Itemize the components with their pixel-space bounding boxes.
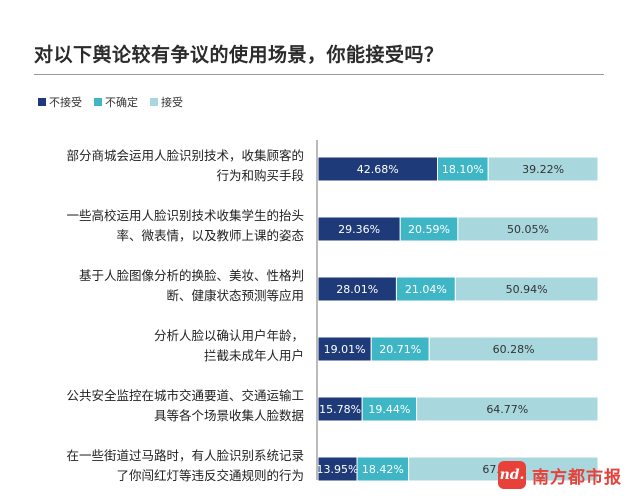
- legend-label-unsure: 不确定: [105, 96, 138, 109]
- data-label-accept: 50.05%: [507, 223, 549, 236]
- data-label-unsure: 19.44%: [368, 403, 410, 416]
- legend-item-accept: 接受: [150, 94, 183, 110]
- bar-unsure: [356, 456, 410, 482]
- data-label-accept: 39.22%: [522, 163, 564, 176]
- category-label: 在一些街道过马路时，有人脸识别系统记录了你闯红灯等违反交通规则的行为: [34, 446, 304, 486]
- legend: 不接受 不确定 接受: [38, 94, 183, 110]
- category-label-line: 分析人脸以确认用户年龄，: [153, 328, 304, 343]
- data-label-unsure: 18.10%: [442, 163, 484, 176]
- newspaper-logo: nd. 南方都市报: [498, 461, 622, 489]
- category-label-line: 拦截未成年人用户: [203, 348, 304, 363]
- bar-reject: [317, 276, 397, 302]
- category-label-line: 部分商城会运用人脸识别技术，收集顾客的: [66, 148, 304, 163]
- legend-item-unsure: 不确定: [94, 94, 138, 110]
- data-label-reject: 19.01%: [324, 343, 366, 356]
- category-label: 分析人脸以确认用户年龄， 拦截未成年人用户: [34, 326, 304, 366]
- category-label-line: 了你闯红灯等违反交通规则的行为: [116, 468, 304, 483]
- category-label-line: 一些高校运用人脸识别技术收集学生的抬头: [66, 208, 304, 223]
- bar-accept: [457, 216, 599, 242]
- title-divider: [34, 74, 604, 75]
- category-label-line: 公共安全监控在城市交通要道、交通运输工: [66, 388, 304, 403]
- data-label-reject: 13.95%: [317, 463, 359, 476]
- data-label-reject: 28.01%: [336, 283, 378, 296]
- category-label-line: 率、微表情，以及教师上课的姿态: [116, 228, 304, 243]
- legend-label-accept: 接受: [161, 96, 183, 109]
- category-label-line: 基于人脸图像分析的换脸、美妆、性格判: [78, 268, 304, 283]
- bar-accept: [428, 336, 599, 362]
- bar-accept: [416, 396, 599, 422]
- data-label-unsure: 21.04%: [405, 283, 447, 296]
- legend-swatch-accept: [150, 98, 158, 106]
- legend-label-reject: 不接受: [49, 96, 82, 109]
- bar-reject: [317, 216, 401, 242]
- category-label-line: 断、健康状态预测等应用: [166, 288, 304, 303]
- data-label-reject: 42.68%: [357, 163, 399, 176]
- category-label: 部分商城会运用人脸识别技术，收集顾客的行为和购买手段: [34, 146, 304, 186]
- data-label-unsure: 20.71%: [379, 343, 421, 356]
- data-label-accept: 60.28%: [493, 343, 535, 356]
- bar-unsure: [437, 156, 489, 182]
- data-label-accept: 50.94%: [506, 283, 548, 296]
- category-label: 一些高校运用人脸识别技术收集学生的抬头率、微表情，以及教师上课的姿态: [34, 206, 304, 246]
- bar-accept: [454, 276, 599, 302]
- legend-swatch-unsure: [94, 98, 102, 106]
- bar-reject: [317, 336, 372, 362]
- chart-title: 对以下舆论较有争议的使用场景，你能接受吗？: [34, 44, 444, 66]
- bar-reject: [317, 396, 363, 422]
- nd-logo-icon: nd.: [498, 461, 526, 489]
- legend-swatch-reject: [38, 98, 46, 106]
- bar-reject: [317, 456, 358, 482]
- data-label-reject: 29.36%: [338, 223, 380, 236]
- bar-unsure: [399, 216, 459, 242]
- category-label-line: 具等各个场景收集人脸数据: [153, 408, 304, 423]
- category-label-line: 行为和购买手段: [216, 168, 304, 183]
- logo-text: 南方都市报: [532, 467, 622, 488]
- legend-item-reject: 不接受: [38, 94, 82, 110]
- category-label: 基于人脸图像分析的换脸、美妆、性格判断、健康状态预测等应用: [34, 266, 304, 306]
- category-label-line: 在一些街道过马路时，有人脸识别系统记录: [66, 448, 304, 463]
- data-label-unsure: 18.42%: [362, 463, 404, 476]
- bar-accept: [487, 156, 599, 182]
- bar-unsure: [370, 336, 430, 362]
- data-label-unsure: 20.59%: [408, 223, 450, 236]
- category-label: 公共安全监控在城市交通要道、交通运输工具等各个场景收集人脸数据: [34, 386, 304, 426]
- data-label-accept: 64.77%: [486, 403, 528, 416]
- bar-unsure: [395, 276, 456, 302]
- data-label-reject: 15.78%: [319, 403, 361, 416]
